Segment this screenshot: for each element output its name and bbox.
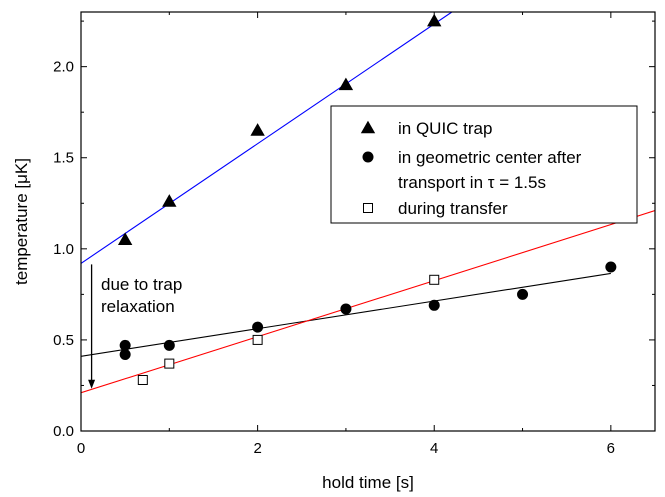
data-point (429, 274, 440, 285)
data-point (427, 13, 442, 27)
annotation-text: relaxation (101, 297, 175, 316)
data-point (137, 374, 148, 385)
legend-label-3: during transfer (398, 199, 508, 218)
legend-marker-3 (363, 203, 373, 213)
legend-label-1: in QUIC trap (398, 119, 492, 138)
legend-label-2: transport in τ = 1.5s (398, 173, 546, 192)
x-tick-label: 2 (253, 440, 261, 457)
fit-line-3 (81, 210, 655, 394)
y-tick-label: 0.5 (53, 332, 74, 349)
x-tick-label: 0 (77, 440, 85, 457)
y-tick-label: 1.5 (53, 150, 74, 167)
y-tick-label: 0.0 (53, 423, 74, 440)
data-point (252, 334, 263, 345)
data-point (117, 232, 133, 245)
y-axis-label: temperature [μK] (12, 158, 31, 285)
data-point (517, 288, 529, 300)
data-point (338, 77, 354, 91)
data-point (252, 321, 264, 333)
legend-marker-1 (360, 120, 376, 134)
series-2 (119, 261, 617, 360)
fit-line-1 (81, 12, 453, 264)
annotation-arrow-head (88, 379, 96, 389)
data-point (119, 339, 131, 351)
legend-box (330, 105, 638, 224)
data-point (250, 123, 265, 136)
data-point (119, 348, 131, 360)
legend-label-2: in geometric center after (398, 148, 582, 167)
data-point (340, 303, 352, 315)
plot-frame (80, 11, 656, 432)
data-point (164, 358, 175, 369)
annotation-text: due to trap (101, 275, 182, 294)
series-1 (117, 13, 442, 245)
y-tick-label: 2.0 (53, 59, 74, 76)
x-tick-label: 6 (607, 440, 615, 457)
legend-marker-2 (362, 151, 374, 163)
data-point (605, 261, 617, 273)
data-point (162, 194, 177, 207)
data-point (163, 339, 175, 351)
x-axis-label: hold time [s] (322, 473, 414, 492)
series-3 (137, 274, 440, 385)
y-tick-label: 1.0 (53, 241, 74, 258)
data-point (428, 299, 440, 311)
x-tick-label: 4 (430, 440, 438, 457)
